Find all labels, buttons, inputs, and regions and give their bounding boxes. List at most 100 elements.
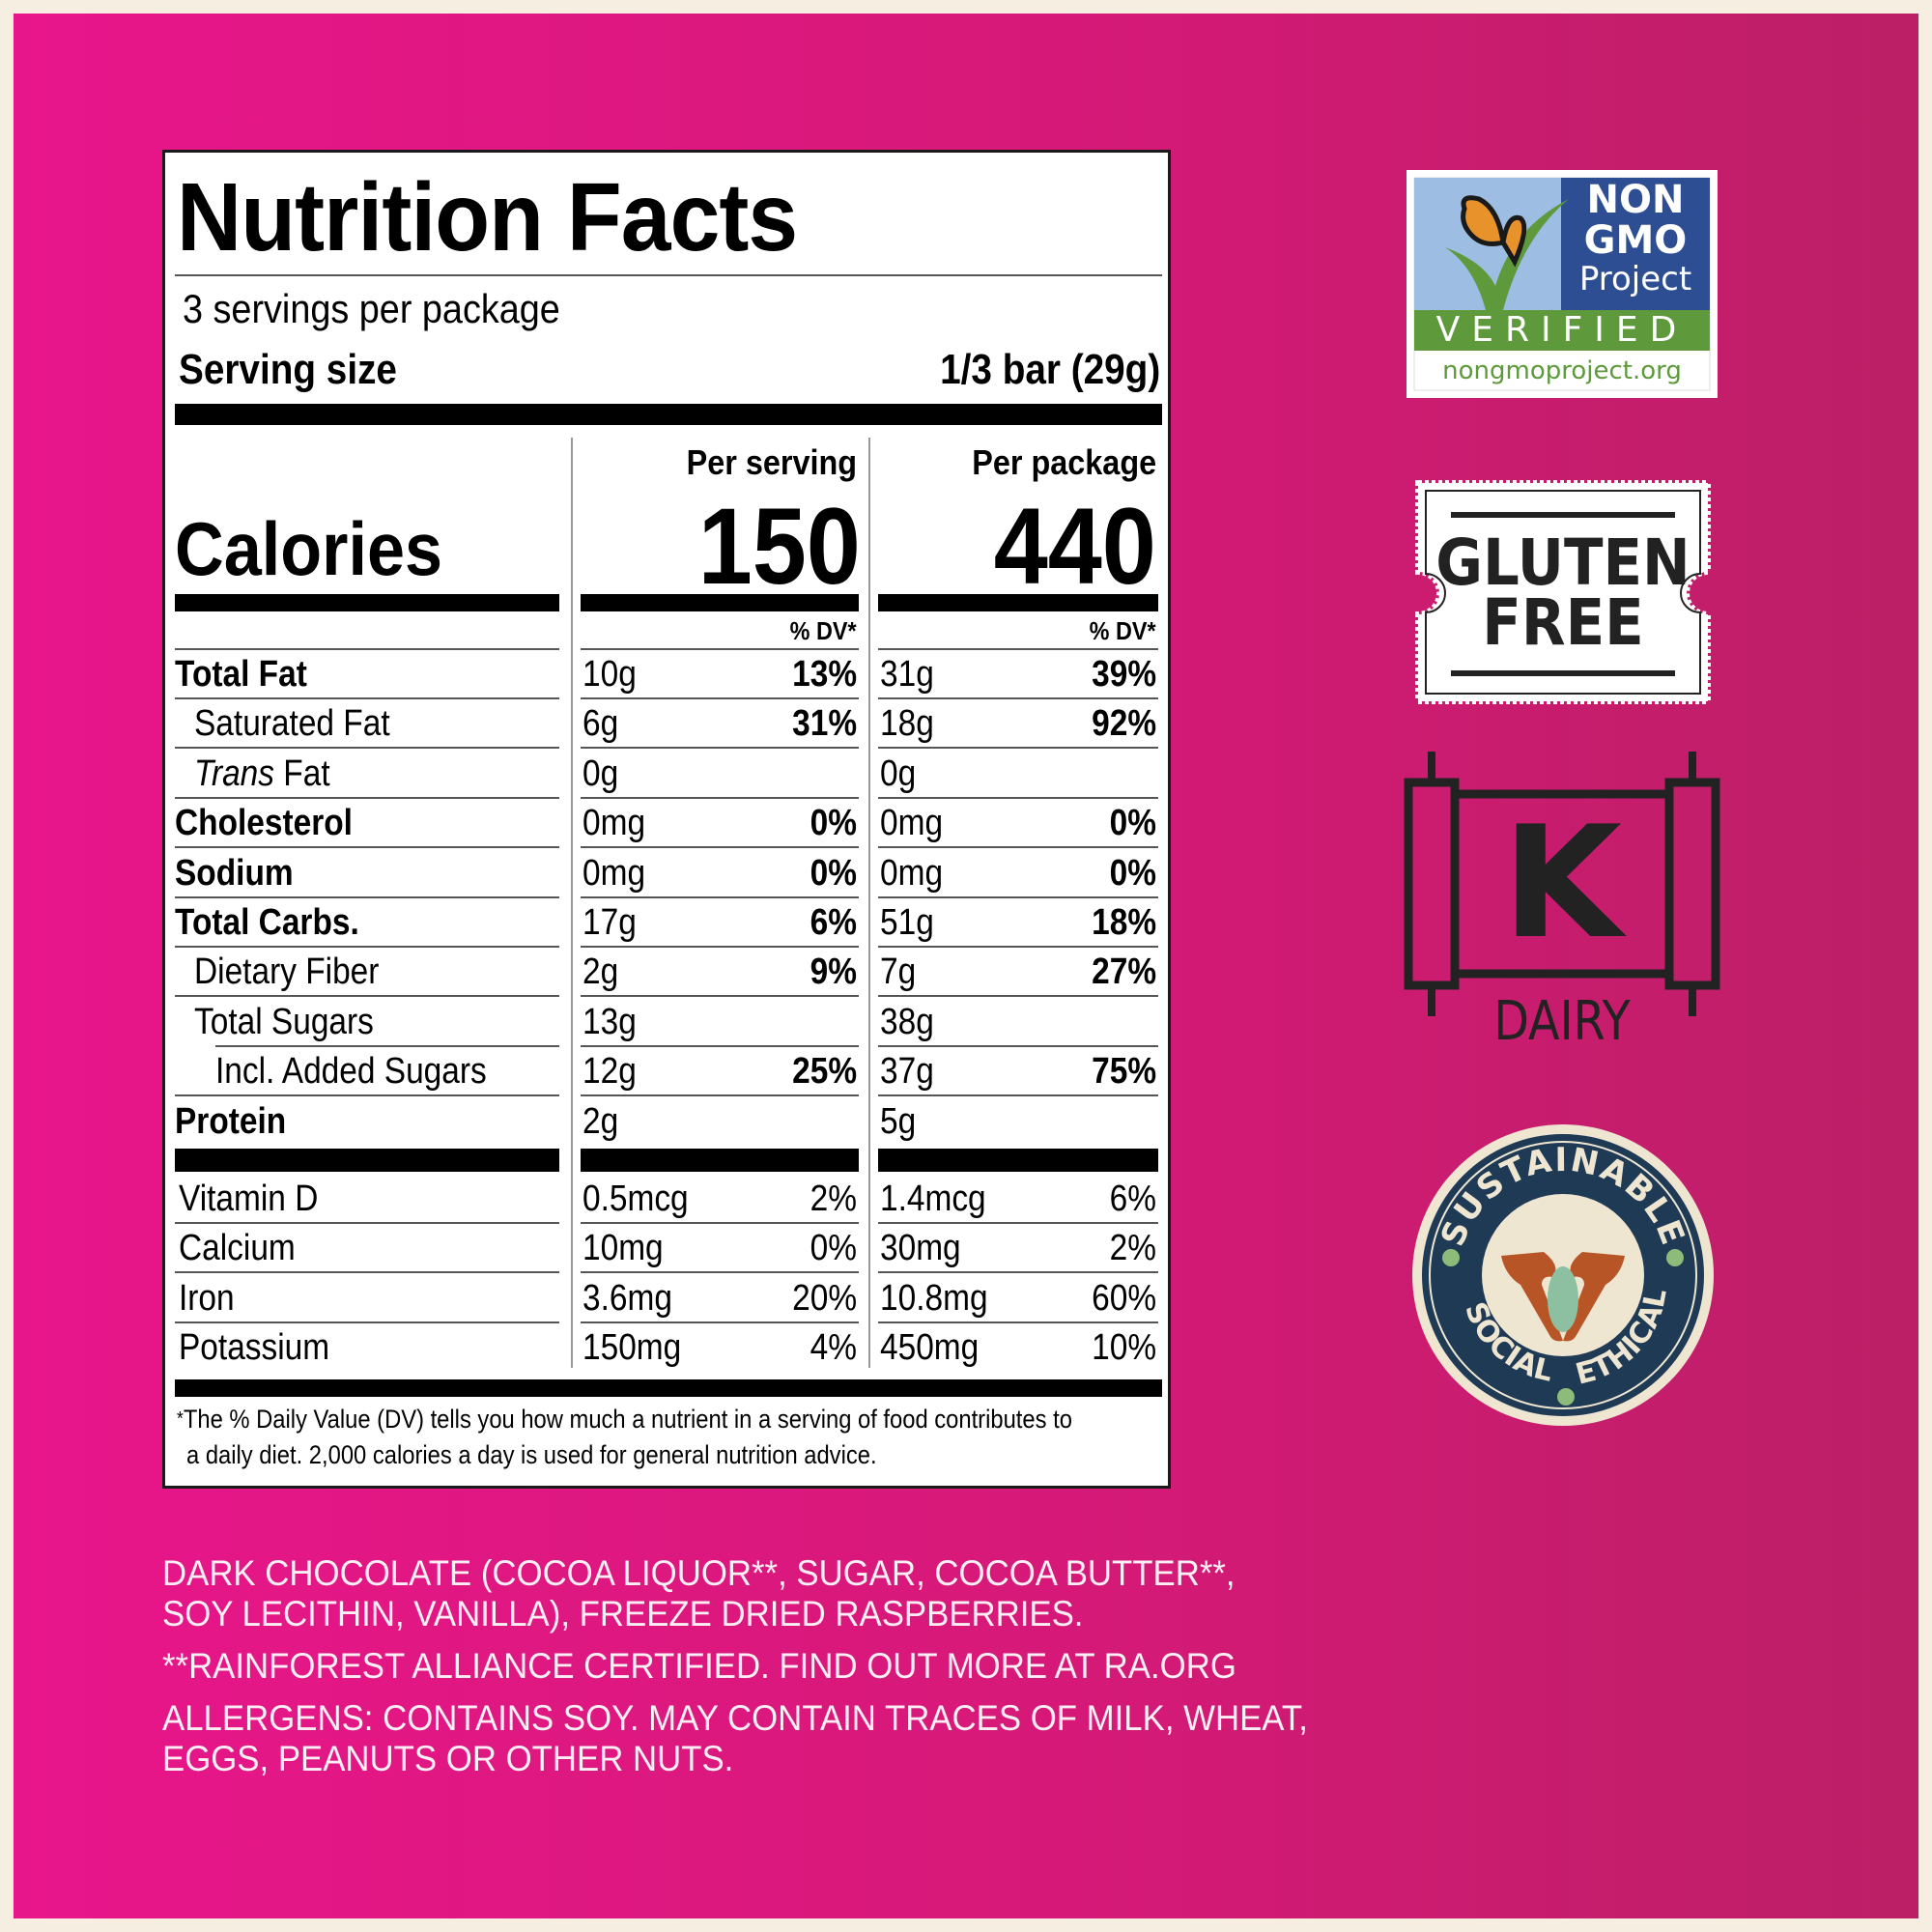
nutrient-row: Protein 2g 5g [165,1097,1168,1147]
vitamin-row: Potassium 150mg 4% 450mg 10% [165,1323,1168,1373]
serving-amount: 10g [582,654,637,695]
row-divider [581,1271,859,1274]
row-divider [581,1222,859,1224]
nutrient-name: Saturated Fat [194,703,390,745]
row-divider [175,1222,559,1224]
calories-per-package: 440 [993,486,1156,607]
serving-amount: 2g [582,1100,619,1142]
row-divider [878,1271,1158,1274]
package-amount: 38g [880,1001,934,1042]
package-dv: 0% [1109,852,1156,894]
per-serving-header: Per serving [686,442,857,482]
serving-size-label: Serving size [179,346,397,393]
kosher-dairy-badge: K DAIRY [1403,752,1721,1057]
row-divider [215,1044,559,1047]
row-divider [581,995,859,998]
nutrient-name: Iron [179,1277,235,1319]
footnote-text-1: The % Daily Value (DV) tells you how muc… [183,1405,1072,1434]
nutrient-row: Total Carbs. 17g 6% 51g 18% [165,898,1168,948]
row-divider [878,648,1158,650]
package-amount: 31g [880,654,934,695]
serving-amount: 0.5mcg [582,1179,689,1219]
vitamin-bar-3 [878,1149,1158,1172]
ingredients-line-1: DARK CHOCOLATE (COCOA LIQUOR**, SUGAR, C… [162,1553,1236,1593]
row-divider [581,1044,859,1047]
ingredients-block: DARK CHOCOLATE (COCOA LIQUOR**, SUGAR, C… [162,1553,1308,1791]
row-divider [581,697,859,699]
serving-dv: 9% [810,952,857,993]
serving-amount: 0g [582,753,619,794]
row-divider [878,995,1158,998]
row-divider [878,796,1158,799]
nutrient-row: Sodium 0mg 0% 0mg 0% [165,849,1168,898]
package-amount: 0g [880,753,917,794]
nutrient-name: Calcium [179,1228,296,1269]
row-divider [175,648,559,650]
row-divider [878,946,1158,948]
row-divider [878,1321,1158,1323]
serving-amount: 6g [582,703,619,745]
serving-amount: 17g [582,902,637,943]
non-gmo-url: nongmoproject.org [1442,356,1682,385]
allergens-line-1: ALLERGENS: CONTAINS SOY. MAY CONTAIN TRA… [162,1698,1308,1738]
row-divider [878,747,1158,750]
serving-dv: 25% [792,1051,857,1093]
nutrient-row: Cholesterol 0mg 0% 0mg 0% [165,799,1168,849]
gluten-free-ticket-icon [1415,480,1711,704]
row-divider [878,895,1158,898]
row-divider [175,1094,559,1097]
serving-amount: 12g [582,1051,637,1093]
package-amount: 30mg [880,1228,961,1269]
kosher-dairy-label: DAIRY [1493,990,1631,1053]
row-divider [581,946,859,948]
non-gmo-text-project: Project [1578,260,1692,298]
package-amount: 7g [880,952,917,993]
footer-bar [175,1379,1162,1397]
vitamin-row: Iron 3.6mg 20% 10.8mg 60% [165,1274,1168,1323]
nutrient-row: Incl. Added Sugars 12g 25% 37g 75% [165,1047,1168,1097]
nutrient-name: Total Sugars [194,1001,374,1042]
vitamin-bar-2 [581,1149,859,1172]
non-gmo-butterfly-icon [1413,177,1711,391]
serving-amount: 13g [582,1001,637,1042]
nutrient-row: Saturated Fat 6g 31% 18g 92% [165,699,1168,750]
nutrient-row: Trans Fat 0g 0g [165,750,1168,799]
package-dv: 75% [1092,1051,1156,1093]
row-divider [175,846,559,849]
kosher-scroll-icon [1404,752,1720,1016]
row-divider [878,1044,1158,1047]
nutrient-row: Dietary Fiber 2g 9% 7g 27% [165,948,1168,998]
row-divider [878,1094,1158,1097]
vitamin-row: Calcium 10mg 0% 30mg 2% [165,1224,1168,1274]
row-divider [878,846,1158,849]
nutrient-name: Vitamin D [179,1179,319,1219]
package-amount: 450mg [880,1327,980,1369]
package-dv: 60% [1092,1277,1156,1319]
serving-dv: 0% [810,803,857,844]
nutrient-row: Total Fat 10g 13% 31g 39% [165,650,1168,699]
package-dv: 92% [1092,703,1156,745]
row-divider [581,846,859,849]
package-amount: 51g [880,902,934,943]
serving-amount: 10mg [582,1228,664,1269]
nutrient-name: Total Carbs. [175,902,359,943]
package-amount: 37g [880,1051,934,1093]
row-divider [175,946,559,948]
nutrient-name-rest: Fat [274,753,330,794]
serving-amount: 0mg [582,852,646,894]
certification-note: **RAINFOREST ALLIANCE CERTIFIED. FIND OU… [162,1646,1236,1686]
package-amount: 10.8mg [880,1277,988,1319]
row-divider [175,1271,559,1274]
servings-per-package: 3 servings per package [183,286,560,331]
vitamin-row: Vitamin D 0.5mcg 2% 1.4mcg 6% [165,1175,1168,1224]
nutrition-facts-title: Nutrition Facts [177,163,798,271]
serving-dv: 13% [792,654,857,695]
gluten-free-badge: GLUTEN FREE [1412,477,1714,707]
dv-header-serving: % DV* [790,616,857,645]
footnote-asterisk: * [177,1408,184,1430]
non-gmo-verified-text: VERIFIED [1435,310,1689,350]
row-divider [581,895,859,898]
calories-per-serving: 150 [697,486,861,607]
per-package-header: Per package [972,442,1156,482]
allergens-line-2: EGGS, PEANUTS OR OTHER NUTS. [162,1739,734,1778]
